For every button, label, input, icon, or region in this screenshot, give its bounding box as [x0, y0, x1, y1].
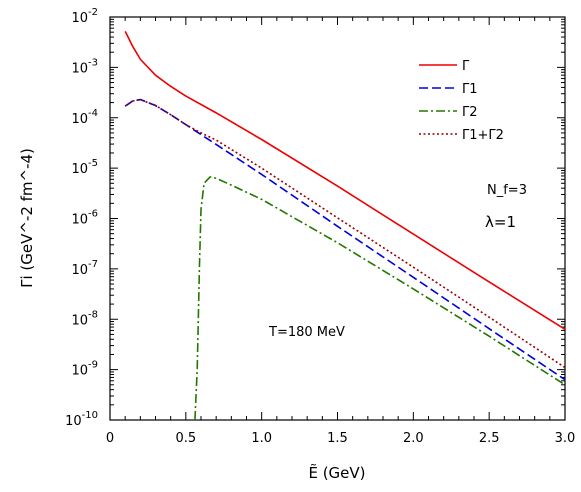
legend-label: Γ1+Γ2: [462, 128, 504, 143]
x-tick-label: 0.5: [175, 431, 196, 446]
x-tick-label: 0: [106, 431, 114, 446]
y-tick-label: 10-3: [71, 57, 98, 76]
series-line: [124, 30, 566, 331]
nf-annotation: N_f=3: [487, 183, 527, 198]
y-tick-label: 10-4: [71, 108, 98, 127]
temperature-annotation: T=180 MeV: [268, 325, 345, 340]
y-axis-ticks: 10-10 10-9 10-8 10-7 10-6 10-5 10-4 10-3 10-2: [65, 7, 565, 429]
legend-label: Γ2: [462, 105, 478, 120]
y-tick-label: 10-9: [71, 360, 98, 379]
x-axis-ticks: 0 0.5 1.0 1.5 2.0 2.5 3.0: [106, 17, 575, 446]
x-tick-label: 3.0: [555, 431, 576, 446]
legend-label: Γ: [462, 59, 470, 74]
y-tick-label: 10-7: [71, 259, 98, 278]
y-tick-label: 10-5: [71, 158, 98, 177]
y-tick-label: 10-6: [71, 209, 98, 228]
x-tick-label: 1.5: [327, 431, 348, 446]
x-axis-label: Ẽ (GeV): [308, 463, 365, 482]
y-axis-label: Γi (GeV^-2 fm^-4): [18, 148, 36, 288]
series-line: [194, 176, 566, 421]
series-line: [124, 98, 566, 369]
y-tick-label: 10-2: [71, 7, 98, 26]
series-layer: [124, 30, 566, 421]
x-tick-label: 1.0: [251, 431, 272, 446]
x-tick-label: 2.5: [479, 431, 500, 446]
x-tick-label: 2.0: [403, 431, 424, 446]
series-line: [124, 98, 566, 381]
lambda-annotation: λ=1: [485, 213, 516, 231]
legend-label: Γ1: [462, 82, 478, 97]
y-tick-label: 10-8: [71, 309, 98, 328]
legend: Γ Γ1 Γ2 Γ1+Γ2: [419, 59, 504, 143]
y-tick-label: 10-10: [65, 410, 98, 429]
